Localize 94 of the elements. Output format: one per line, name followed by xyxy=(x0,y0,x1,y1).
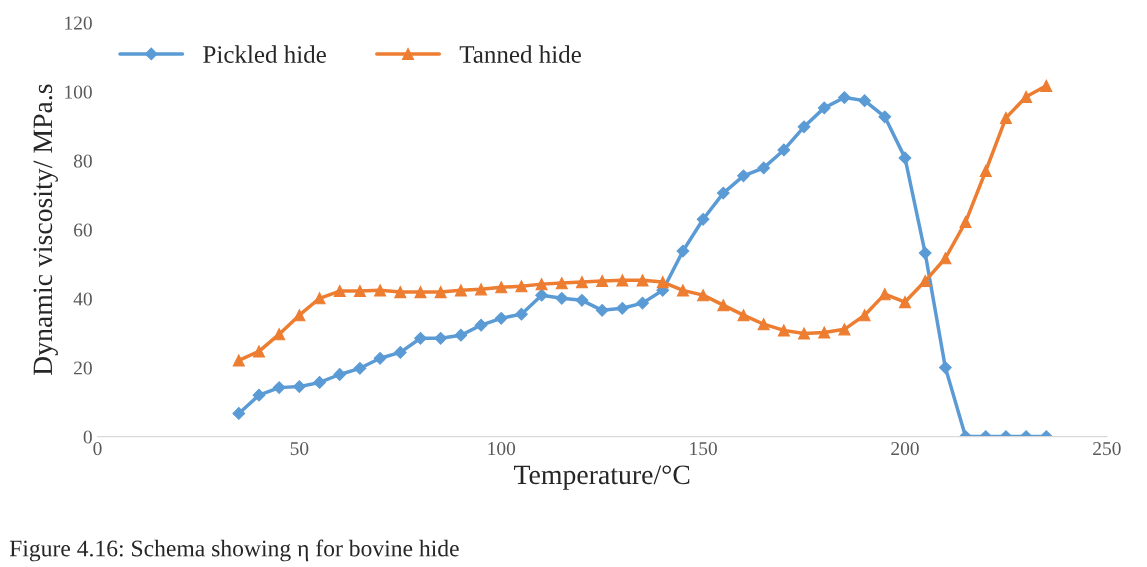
point xyxy=(555,277,568,290)
y-tick-label: 80 xyxy=(73,154,92,168)
y-tick-label: 0 xyxy=(83,430,92,444)
point xyxy=(959,215,972,229)
point xyxy=(333,284,346,298)
point xyxy=(717,299,730,312)
point xyxy=(393,346,407,359)
point xyxy=(979,164,992,178)
point xyxy=(919,274,932,288)
point xyxy=(858,94,872,108)
point xyxy=(838,323,851,336)
point xyxy=(515,280,528,293)
point xyxy=(535,288,549,302)
point xyxy=(858,309,871,322)
point xyxy=(252,388,266,402)
point xyxy=(757,318,770,331)
point xyxy=(676,244,690,258)
x-tick-label: 100 xyxy=(488,442,516,456)
x-tick-label: 150 xyxy=(690,442,717,456)
x-tick-label: 250 xyxy=(1093,442,1121,456)
y-tick-label: 20 xyxy=(74,361,92,375)
point xyxy=(797,327,811,340)
y-tick-label: 60 xyxy=(74,223,92,237)
point xyxy=(515,307,528,321)
point xyxy=(454,284,467,297)
point xyxy=(697,289,710,302)
point xyxy=(414,285,427,299)
y-tick-label: 100 xyxy=(65,85,92,99)
point xyxy=(818,326,831,339)
point xyxy=(938,361,952,375)
point xyxy=(494,311,508,325)
point xyxy=(313,376,326,389)
point xyxy=(313,292,326,305)
point xyxy=(353,361,367,375)
point xyxy=(777,324,790,337)
point xyxy=(474,283,488,296)
point xyxy=(716,186,730,200)
point xyxy=(434,331,448,345)
point xyxy=(454,328,468,342)
point xyxy=(817,101,831,115)
point xyxy=(898,295,912,309)
point xyxy=(918,246,932,260)
point xyxy=(595,303,609,317)
point xyxy=(252,345,266,358)
point xyxy=(394,285,407,299)
point xyxy=(373,351,387,365)
x-tick-label: 50 xyxy=(290,442,309,456)
point xyxy=(777,143,791,157)
point xyxy=(939,252,952,265)
point xyxy=(757,161,771,175)
point xyxy=(878,288,891,301)
legend-label: Pickled hide xyxy=(203,45,326,63)
point xyxy=(1040,79,1053,92)
point xyxy=(232,407,246,420)
point xyxy=(273,328,286,341)
point xyxy=(292,380,306,393)
point xyxy=(1020,90,1033,103)
point xyxy=(878,110,892,124)
point xyxy=(272,381,286,395)
point xyxy=(737,309,750,322)
point xyxy=(797,120,811,134)
point xyxy=(656,275,669,289)
point xyxy=(333,368,347,381)
point xyxy=(575,293,589,307)
point xyxy=(676,284,689,297)
point xyxy=(353,284,366,298)
y-tick-label: 120 xyxy=(65,16,92,30)
point xyxy=(596,274,609,288)
point xyxy=(636,274,649,287)
y-tick-label: 40 xyxy=(73,292,92,306)
point xyxy=(616,274,629,287)
point xyxy=(474,318,488,332)
point xyxy=(555,291,569,305)
point xyxy=(737,169,750,183)
point xyxy=(414,331,427,345)
y-axis-title: Dynamic viscosity/ MPa.s xyxy=(33,84,58,376)
point xyxy=(898,151,912,165)
point xyxy=(495,281,508,294)
point xyxy=(293,309,306,322)
point xyxy=(575,275,589,289)
point xyxy=(696,212,710,226)
legend-label: Tanned hide xyxy=(459,45,581,63)
x-tick-label: 0 xyxy=(93,442,102,456)
caption: Figure 4.16: Schema showing η for bovine hide xyxy=(9,539,459,562)
point xyxy=(374,284,387,297)
point xyxy=(636,296,649,310)
point xyxy=(232,354,245,367)
point xyxy=(535,278,548,291)
point xyxy=(838,91,851,104)
point xyxy=(999,111,1012,124)
x-axis-title: Temperature/°C xyxy=(514,465,690,490)
point xyxy=(615,301,629,315)
point xyxy=(434,285,447,299)
x-tick-label: 200 xyxy=(891,442,919,456)
